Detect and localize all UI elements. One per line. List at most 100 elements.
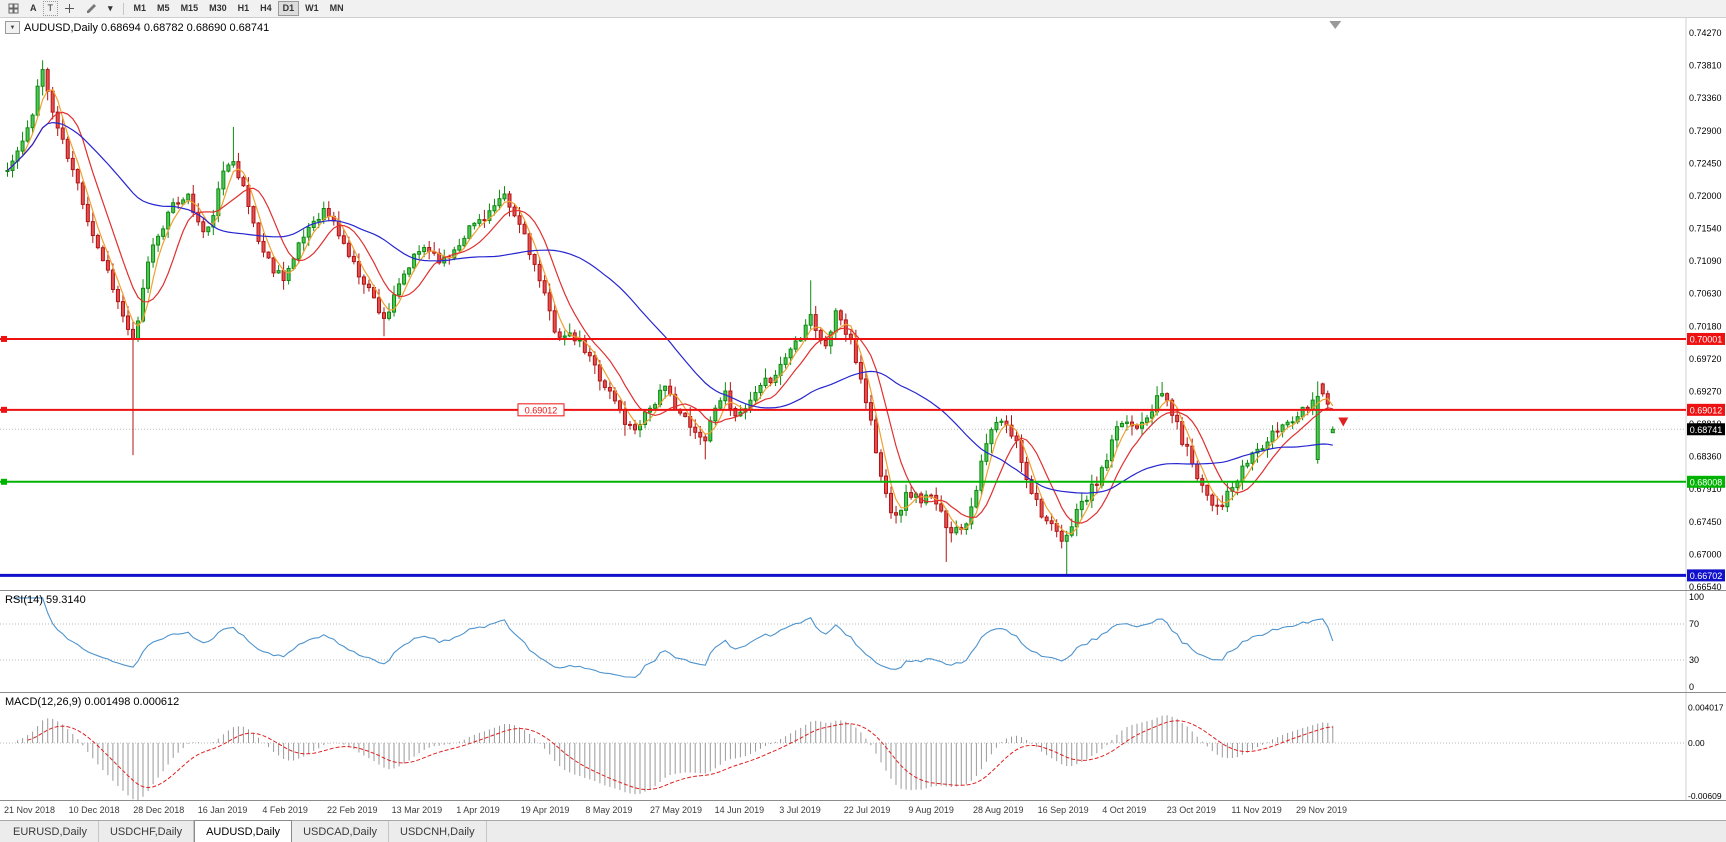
date-axis-label: 11 Nov 2019 <box>1231 805 1282 815</box>
macd-canvas[interactable]: 0.004017 0.00 -0.00609 <box>0 693 1726 800</box>
date-axis-label: 16 Sep 2019 <box>1037 805 1089 815</box>
date-axis-label: 3 Jul 2019 <box>779 805 821 815</box>
timeframe-w1-button[interactable]: W1 <box>305 3 319 13</box>
chart-shift-marker[interactable] <box>1329 21 1342 29</box>
svg-text:0.66702: 0.66702 <box>1690 571 1723 581</box>
level-price-tag <box>1687 569 1725 582</box>
rsi-axis-tick: 0 <box>1689 682 1694 692</box>
timeframe-h1-button[interactable]: H1 <box>237 3 250 13</box>
chart-grid-icon[interactable] <box>3 1 24 16</box>
timeframe-m1-button[interactable]: M1 <box>133 3 147 13</box>
price-chart-canvas[interactable]: 0.74270 0.73810 0.73360 0.72900 0.72450 0.720… <box>0 18 1726 590</box>
line-handle[interactable] <box>1 478 7 485</box>
sell-arrow-marker[interactable] <box>1338 417 1349 427</box>
chart-title-row: ▼ AUDUSD,Daily 0.68694 0.68782 0.68690 0… <box>5 21 269 34</box>
price-axis-tick: 0.67450 <box>1689 517 1722 527</box>
price-axis-tick: 0.66540 <box>1689 582 1722 590</box>
price-axis-tick: 0.73360 <box>1689 93 1722 103</box>
crosshair-icon[interactable] <box>59 1 80 16</box>
rsi-axis-tick: 30 <box>1689 655 1699 665</box>
rsi-label: RSI(14) 59.3140 <box>5 594 86 606</box>
date-axis-label: 8 May 2019 <box>585 805 633 815</box>
chart-tab-eurusd[interactable]: EURUSD,Daily <box>2 821 99 842</box>
chart-tab-usdcad[interactable]: USDCAD,Daily <box>292 821 390 842</box>
ma-line-4[interactable] <box>7 89 1334 535</box>
price-axis-tick: 0.73810 <box>1689 61 1722 71</box>
macd-axis-tick: 0.004017 <box>1688 703 1724 713</box>
date-axis-label: 29 Nov 2019 <box>1296 805 1348 815</box>
line-inline-label: 0.69012 <box>525 405 558 415</box>
macd-axis-tick: -0.00609 <box>1688 791 1722 800</box>
rsi-axis-tick: 70 <box>1689 619 1699 629</box>
date-axis-label: 28 Dec 2018 <box>133 805 185 815</box>
chart-tab-usdchf[interactable]: USDCHF,Daily <box>99 821 195 842</box>
annotation-a-button[interactable]: A <box>30 3 37 13</box>
svg-text:0.69012: 0.69012 <box>1690 405 1723 415</box>
chart-ohlc-label: AUDUSD,Daily 0.68694 0.68782 0.68690 0.6… <box>24 21 270 34</box>
price-axis-tick: 0.74270 <box>1689 28 1722 38</box>
date-axis-label: 10 Dec 2018 <box>68 805 120 815</box>
symbol-dropdown-button[interactable]: ▼ <box>5 21 20 34</box>
text-label-button[interactable]: T <box>42 1 58 16</box>
candlestick-series[interactable] <box>5 60 1335 575</box>
price-axis-tick: 0.72450 <box>1689 158 1722 168</box>
date-axis-label: 1 Apr 2019 <box>456 805 500 815</box>
ma-line-34[interactable] <box>7 121 1333 494</box>
current-price-tag <box>1687 423 1725 436</box>
date-axis-label: 23 Oct 2019 <box>1166 805 1216 815</box>
svg-text:0.68008: 0.68008 <box>1690 477 1723 487</box>
toolbar-separator <box>122 2 124 15</box>
chart-tab-audusd[interactable]: AUDUSD,Daily <box>194 820 293 842</box>
line-inline-label-box <box>517 403 565 417</box>
timeframe-d1-button[interactable]: D1 <box>277 1 300 16</box>
svg-text:0.70001: 0.70001 <box>1690 334 1723 344</box>
rsi-canvas[interactable]: 100 70 30 0 <box>0 591 1726 692</box>
chart-tab-bar: EURUSD,Daily USDCHF,Daily AUDUSD,Daily USDC… <box>0 820 1726 842</box>
date-axis-label: 27 May 2019 <box>650 805 703 815</box>
timeframe-mn-button[interactable]: MN <box>329 3 344 13</box>
date-axis-label: 22 Feb 2019 <box>327 805 378 815</box>
date-axis-label: 21 Nov 2018 <box>4 805 56 815</box>
timeframe-m5-button[interactable]: M5 <box>157 3 170 13</box>
rsi-axis-tick: 100 <box>1689 592 1704 602</box>
draw-pencil-icon[interactable] <box>81 1 102 16</box>
date-axis-label: 14 Jun 2019 <box>714 805 765 815</box>
timeframe-h4-button[interactable]: H4 <box>260 3 272 13</box>
price-axis-tick: 0.71540 <box>1689 224 1722 234</box>
rsi-indicator-pane[interactable]: 100 70 30 0 RSI(14) 59.3140 <box>0 590 1726 692</box>
timeframe-m15-button[interactable]: M15 <box>180 3 199 13</box>
price-axis-tick: 0.67910 <box>1689 484 1722 494</box>
price-axis-tick: 0.69720 <box>1689 354 1722 364</box>
chart-tab-usdcnh[interactable]: USDCNH,Daily <box>389 821 487 842</box>
toolbar: A T ▾ M1 M5 M15 M30 H1 H4 D1 W1 MN <box>0 0 1726 18</box>
macd-axis-tick: 0.00 <box>1688 738 1705 748</box>
date-axis: 21 Nov 2018 10 Dec 2018 28 Dec 2018 16 Jan … <box>0 800 1726 820</box>
macd-indicator-pane[interactable]: 0.004017 0.00 -0.00609 MACD(12,26,9) 0.001… <box>0 692 1726 800</box>
ma-line-9[interactable] <box>7 111 1333 524</box>
date-axis-label: 16 Jan 2019 <box>197 805 248 815</box>
price-axis-tick: 0.72000 <box>1689 191 1722 201</box>
date-axis-label: 4 Feb 2019 <box>262 805 308 815</box>
chevron-down-icon: ▼ <box>9 24 16 31</box>
price-axis-tick: 0.69270 <box>1689 386 1722 396</box>
line-handle[interactable] <box>1 335 7 342</box>
rsi-line <box>12 597 1334 678</box>
date-axis-label: 19 Apr 2019 <box>520 805 570 815</box>
line-handle[interactable] <box>1 406 7 413</box>
macd-signal-line <box>27 720 1333 791</box>
level-price-tag <box>1687 475 1725 488</box>
price-axis-tick: 0.68360 <box>1689 452 1722 462</box>
price-chart-pane[interactable]: 0.74270 0.73810 0.73360 0.72900 0.72450 0.720… <box>0 18 1726 590</box>
price-axis-tick: 0.72900 <box>1689 126 1722 136</box>
timeframe-m30-button[interactable]: M30 <box>209 3 227 13</box>
date-axis-label: 22 Jul 2019 <box>843 805 891 815</box>
price-axis-tick: 0.70630 <box>1689 289 1722 299</box>
draw-dropdown-icon[interactable]: ▾ <box>108 3 113 13</box>
level-price-tag <box>1687 332 1725 345</box>
level-price-tag <box>1687 403 1725 416</box>
macd-label: MACD(12,26,9) 0.001498 0.000612 <box>5 696 180 708</box>
date-axis-label: 13 Mar 2019 <box>391 805 443 815</box>
price-axis-tick: 0.70180 <box>1689 321 1722 331</box>
macd-histogram <box>17 715 1334 800</box>
